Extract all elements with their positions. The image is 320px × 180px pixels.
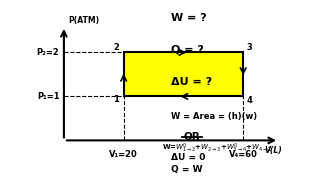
Text: Q = W: Q = W bbox=[171, 165, 203, 174]
Text: V₁=20: V₁=20 bbox=[109, 150, 138, 159]
Text: 3: 3 bbox=[246, 43, 252, 52]
Text: ΔU = 0: ΔU = 0 bbox=[171, 153, 205, 162]
Text: W = Area = (h)(w): W = Area = (h)(w) bbox=[171, 112, 257, 121]
Text: W = ?: W = ? bbox=[171, 13, 207, 23]
Bar bbox=[124, 52, 243, 96]
Text: P₁=1: P₁=1 bbox=[37, 92, 60, 101]
Text: V(L): V(L) bbox=[264, 146, 282, 155]
Text: Q = ?: Q = ? bbox=[171, 45, 204, 55]
Text: 2: 2 bbox=[113, 43, 119, 52]
Text: 1: 1 bbox=[113, 95, 119, 104]
Text: P₂=2: P₂=2 bbox=[37, 48, 60, 57]
Text: P(ATM): P(ATM) bbox=[68, 16, 100, 25]
Text: ΔU = ?: ΔU = ? bbox=[171, 77, 212, 87]
Text: 4: 4 bbox=[246, 96, 252, 105]
Text: W=$W_{1\to2}^{0}$+$W_{2\to3}$+$W_{3\to4}^{0}$+$W_{4\to1}$: W=$W_{1\to2}^{0}$+$W_{2\to3}$+$W_{3\to4}… bbox=[162, 141, 272, 155]
Text: OR: OR bbox=[184, 132, 200, 142]
Text: V₄=60: V₄=60 bbox=[229, 150, 258, 159]
